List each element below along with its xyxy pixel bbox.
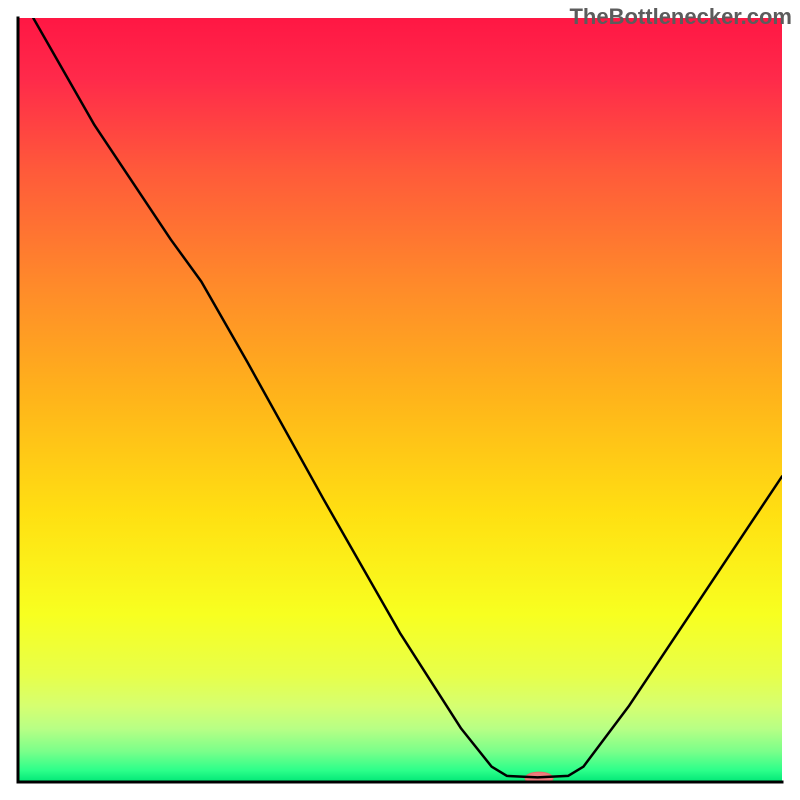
bottleneck-chart: [0, 0, 800, 800]
chart-stage: TheBottlenecker.com: [0, 0, 800, 800]
chart-background-gradient: [18, 18, 782, 782]
